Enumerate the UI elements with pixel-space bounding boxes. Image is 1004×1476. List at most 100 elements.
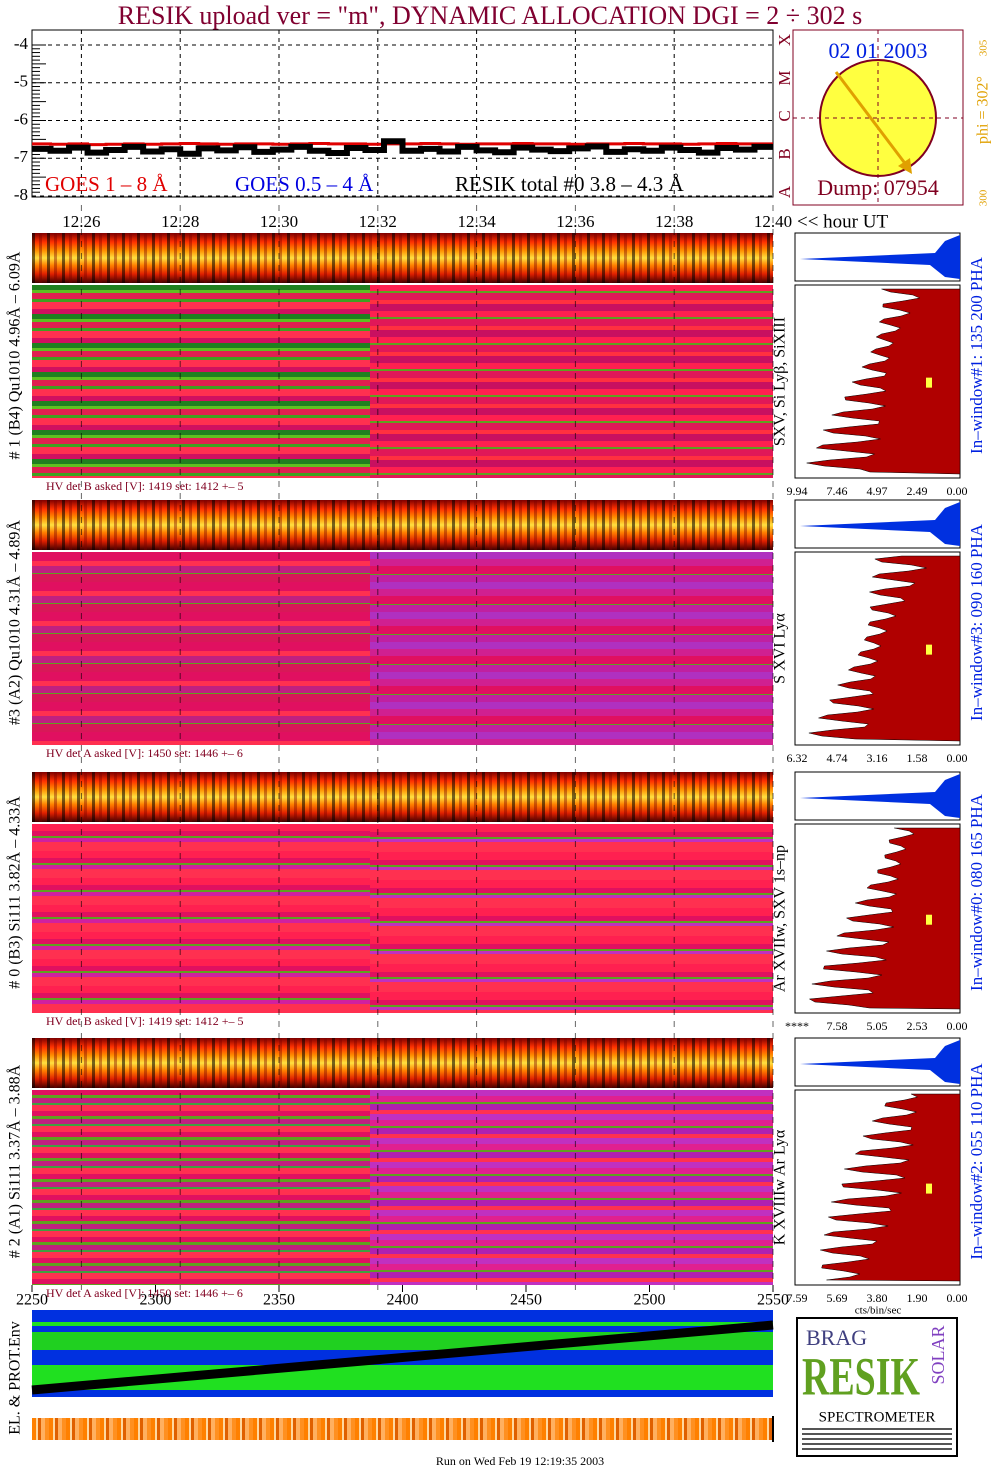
line-label: Ar XVIIw, SXV 1s–np bbox=[772, 845, 789, 992]
lower-spectrogram bbox=[32, 552, 370, 745]
spectrum-tick-label: 0.00 bbox=[947, 1291, 968, 1305]
env-label: EL. & PROT.Env bbox=[7, 1321, 24, 1434]
window-label: In–window#2: 055 110 PHA bbox=[967, 1063, 986, 1260]
flare-class: M bbox=[775, 70, 794, 85]
window-label: In–window#3: 090 160 PHA bbox=[967, 523, 986, 721]
spectrum-tick-label: 7.58 bbox=[827, 1019, 848, 1033]
spectrum-tick-label: 3.16 bbox=[867, 751, 888, 765]
phi: phi = 302° bbox=[975, 76, 992, 144]
flare-class: B bbox=[775, 148, 794, 159]
spectrum-tick-label: **** bbox=[785, 1019, 809, 1033]
phi-arrowhead bbox=[898, 158, 912, 174]
bin-tick-label: 2350 bbox=[263, 1292, 295, 1309]
line-label: S XVI Lyα bbox=[772, 613, 789, 684]
lower-spectrogram bbox=[370, 1090, 773, 1285]
hv-label: HV det A asked [V]: 1450 set: 1446 +– 6 bbox=[46, 746, 243, 760]
footer: Run on Wed Feb 19 12:19:35 2003 bbox=[436, 1454, 604, 1468]
window-label: In–window#0: 080 165 PHA bbox=[967, 793, 986, 991]
spectrum-tick-label: 5.69 bbox=[827, 1291, 848, 1305]
phi-tick: 300 bbox=[978, 189, 990, 206]
bin-tick-label: 2300 bbox=[140, 1292, 172, 1309]
window-label: In–window#1: 135 200 PHA bbox=[967, 256, 986, 454]
pha-histogram bbox=[800, 1040, 960, 1084]
logo-resik: RESIK bbox=[802, 1346, 920, 1406]
y-tick-label: -7 bbox=[14, 147, 29, 166]
window-marker bbox=[926, 914, 932, 925]
spectrum bbox=[820, 1093, 961, 1282]
phi-arrow bbox=[834, 71, 912, 171]
upper-spectrogram bbox=[32, 233, 773, 283]
lower-spectrogram bbox=[32, 285, 370, 478]
spectrum-tick-label: 0.00 bbox=[947, 484, 968, 498]
spectrum-tick-label: 4.97 bbox=[867, 484, 888, 498]
y-tick-label: -8 bbox=[14, 185, 28, 204]
logo-fineprint bbox=[802, 1448, 952, 1450]
upper-spectrogram bbox=[32, 1038, 773, 1088]
bin-tick-label: 2550 bbox=[757, 1292, 789, 1309]
legend-entry: GOES 1 – 8 Å bbox=[45, 172, 168, 196]
window-marker bbox=[926, 644, 932, 655]
hv-label: HV det A asked [V]: 1450 set: 1446 +– 6 bbox=[46, 1286, 243, 1300]
flare-class: X bbox=[775, 34, 794, 46]
panel-label: # 0 (B3) Si111 3.82Å – 4.33Å bbox=[6, 796, 24, 989]
upper-spectrogram bbox=[32, 500, 773, 550]
spectrum-tick-label: 7.59 bbox=[787, 1291, 808, 1305]
orange-strip bbox=[32, 1418, 773, 1440]
x-axis-label: << hour UT bbox=[797, 211, 888, 232]
spectrum-tick-label: 3.80 bbox=[867, 1291, 888, 1305]
lower-spectrogram bbox=[370, 824, 773, 1013]
spectrum-tick-label: 5.05 bbox=[867, 1019, 888, 1033]
line-label: K XVIIIw Ar Lyα bbox=[772, 1129, 789, 1245]
hv-label: HV det B asked [V]: 1419 set: 1412 +– 5 bbox=[46, 479, 244, 493]
phi-tick: 305 bbox=[978, 39, 990, 56]
spectrum-tick-label: 9.94 bbox=[787, 484, 808, 498]
lower-spectrogram bbox=[32, 824, 370, 1013]
spectrum-tick-label: 1.90 bbox=[907, 1291, 928, 1305]
env-trend bbox=[31, 1320, 774, 1395]
spectrum bbox=[808, 827, 961, 1010]
flare-class: C bbox=[775, 110, 794, 121]
dump: Dump: 07954 bbox=[817, 175, 939, 200]
pha-histogram bbox=[800, 774, 960, 818]
panel-label: #3 (A2) Qu1010 4.31Å – 4.89Å bbox=[6, 520, 24, 725]
logo-fineprint bbox=[802, 1433, 952, 1435]
logo-brag: BRAG bbox=[806, 1325, 867, 1350]
bin-tick-label: 2450 bbox=[510, 1292, 542, 1309]
spectrum-tick-label: 1.58 bbox=[907, 751, 928, 765]
y-tick-label: -5 bbox=[14, 72, 28, 91]
spectrum bbox=[806, 288, 961, 475]
spectrum-tick-label: 7.46 bbox=[827, 484, 848, 498]
bin-tick-label: 2400 bbox=[387, 1292, 419, 1309]
logo-fineprint bbox=[802, 1438, 952, 1440]
pha-histogram bbox=[800, 502, 960, 546]
spectrum-tick-label: 0.00 bbox=[947, 751, 968, 765]
window-marker bbox=[926, 1183, 932, 1194]
y-tick-label: -4 bbox=[14, 34, 29, 53]
window-marker bbox=[926, 377, 932, 388]
y-tick-label: -6 bbox=[14, 109, 28, 128]
panel-label: # 1 (B4) Qu1010 4.96Å – 6.09Å bbox=[6, 251, 24, 459]
legend-entry: GOES 0.5 – 4 Å bbox=[235, 172, 374, 196]
logo-spectrometer: SPECTROMETER bbox=[819, 1409, 936, 1425]
legend-entry: RESIK total #0 3.8 – 4.3 Å bbox=[455, 172, 684, 196]
logo-fineprint bbox=[802, 1428, 952, 1430]
spectrum bbox=[808, 555, 961, 742]
bin-tick-label: 2500 bbox=[634, 1292, 666, 1309]
logo-fineprint bbox=[802, 1443, 952, 1445]
bin-tick-label: 2250 bbox=[16, 1292, 48, 1309]
lower-spectrogram bbox=[370, 285, 773, 478]
spectrum-tick-label: 2.53 bbox=[907, 1019, 928, 1033]
upper-spectrogram bbox=[32, 772, 773, 822]
flare-class: A bbox=[775, 185, 794, 198]
spectrum-tick-label: 0.00 bbox=[947, 1019, 968, 1033]
date: 02 01 2003 bbox=[829, 38, 928, 63]
spectrum-unit: cts/bin/sec bbox=[855, 1305, 902, 1317]
spectrum-tick-label: 4.74 bbox=[827, 751, 848, 765]
lower-spectrogram bbox=[32, 1090, 370, 1285]
logo-solar: SOLAR bbox=[928, 1325, 948, 1384]
spectrum-tick-label: 6.32 bbox=[787, 751, 808, 765]
spectrum-tick-label: 2.49 bbox=[907, 484, 928, 498]
line-label: SXV, Si Lyβ, SiXIII bbox=[772, 317, 789, 446]
